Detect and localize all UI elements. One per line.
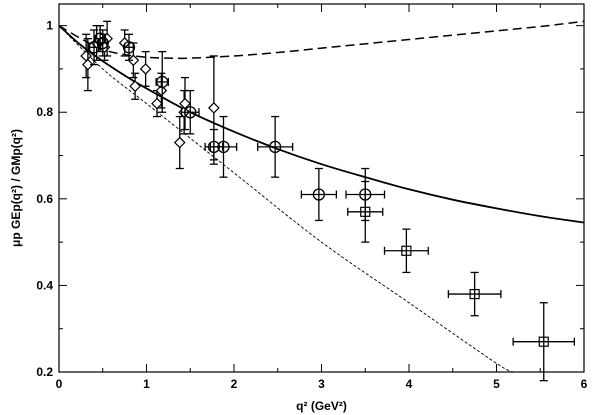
axis-ticks: 0 1 2 3 4 5 6 0.2 0.4 0.6 0.8 1 xyxy=(36,4,588,391)
circle-marker xyxy=(96,36,109,50)
diamond-marker xyxy=(139,63,152,75)
curve-short-dash xyxy=(59,25,515,372)
circle-marker xyxy=(312,188,326,201)
diamond-point xyxy=(139,50,152,87)
circle-point xyxy=(256,115,294,178)
circle-point xyxy=(180,89,200,135)
circle-marker xyxy=(184,106,197,119)
diamond-marker xyxy=(173,136,186,149)
diamond-point xyxy=(129,72,141,100)
diamond-marker xyxy=(208,102,220,114)
square-point xyxy=(512,302,576,382)
square-point xyxy=(447,271,502,317)
y-tick-label-0.6: 0.6 xyxy=(36,192,53,206)
square-marker xyxy=(469,288,480,300)
x-tick-label-3: 3 xyxy=(318,377,325,391)
y-tick-label-1: 1 xyxy=(46,19,53,33)
square-marker xyxy=(360,206,371,217)
x-axis-label: q² (GeV²) xyxy=(296,399,347,413)
circle-point xyxy=(155,50,170,113)
x-tick-label-2: 2 xyxy=(231,377,238,391)
circle-marker xyxy=(217,140,230,154)
y-axis-label: μp GEp(q²) / GMp(q²) xyxy=(9,129,23,247)
circle-marker xyxy=(122,41,136,54)
diamond-marker xyxy=(129,80,141,93)
x-tick-label-5: 5 xyxy=(493,377,500,391)
circle-point xyxy=(87,29,101,66)
x-tick-label-0: 0 xyxy=(56,377,63,391)
diamond-point xyxy=(118,29,131,57)
data-points xyxy=(80,20,576,382)
diamond-marker xyxy=(82,58,94,71)
diamond-point xyxy=(151,89,163,118)
square-point xyxy=(347,180,384,243)
model-curves xyxy=(59,20,584,372)
square-marker xyxy=(401,245,412,256)
curve-solid xyxy=(59,24,584,224)
diamond-marker xyxy=(151,97,163,110)
diamond-marker xyxy=(155,84,168,97)
x-tick-label-4: 4 xyxy=(406,377,413,391)
diamond-point xyxy=(173,115,186,170)
diamond-point xyxy=(155,72,168,109)
circle-point xyxy=(300,167,338,222)
circle-point xyxy=(209,115,238,178)
circle-point xyxy=(96,29,109,57)
circle-point xyxy=(122,33,136,61)
diamond-point xyxy=(82,37,94,92)
y-tick-label-0.4: 0.4 xyxy=(36,278,53,292)
x-tick-label-1: 1 xyxy=(143,377,150,391)
square-marker xyxy=(538,336,549,347)
square-point xyxy=(383,228,429,274)
diamond-marker xyxy=(179,97,191,110)
diamond-marker xyxy=(127,54,140,67)
diamond-point xyxy=(80,33,92,79)
circle-marker xyxy=(268,140,282,154)
diamond-point xyxy=(179,76,191,131)
circle-marker xyxy=(156,75,169,89)
curve-long-dash xyxy=(59,20,584,60)
y-tick-label-0.8: 0.8 xyxy=(36,105,53,119)
y-tick-label-0.2: 0.2 xyxy=(36,365,53,379)
x-tick-label-6: 6 xyxy=(581,377,588,391)
